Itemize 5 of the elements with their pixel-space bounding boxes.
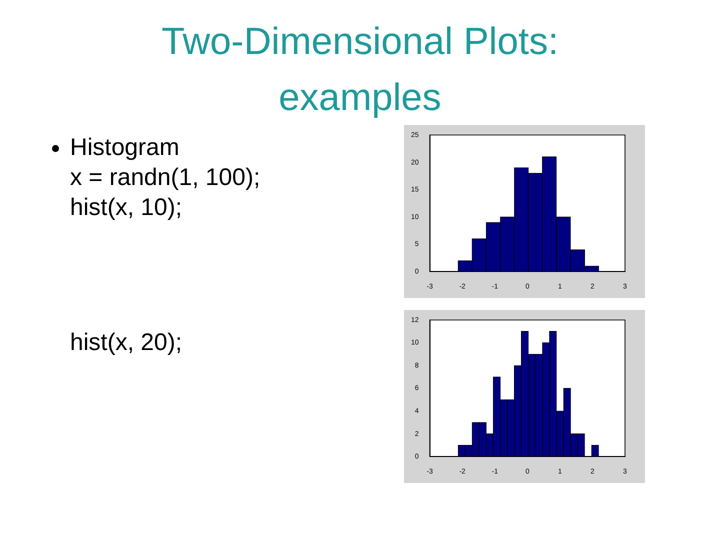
text: Histogram <box>70 134 180 162</box>
text: x = randn(1, 100); <box>70 164 260 192</box>
chart-title: Two-Dimensional Plots: examples <box>160 20 560 121</box>
text: hist(x, 20); <box>70 329 182 357</box>
text: hist(x, 10); <box>70 194 182 222</box>
